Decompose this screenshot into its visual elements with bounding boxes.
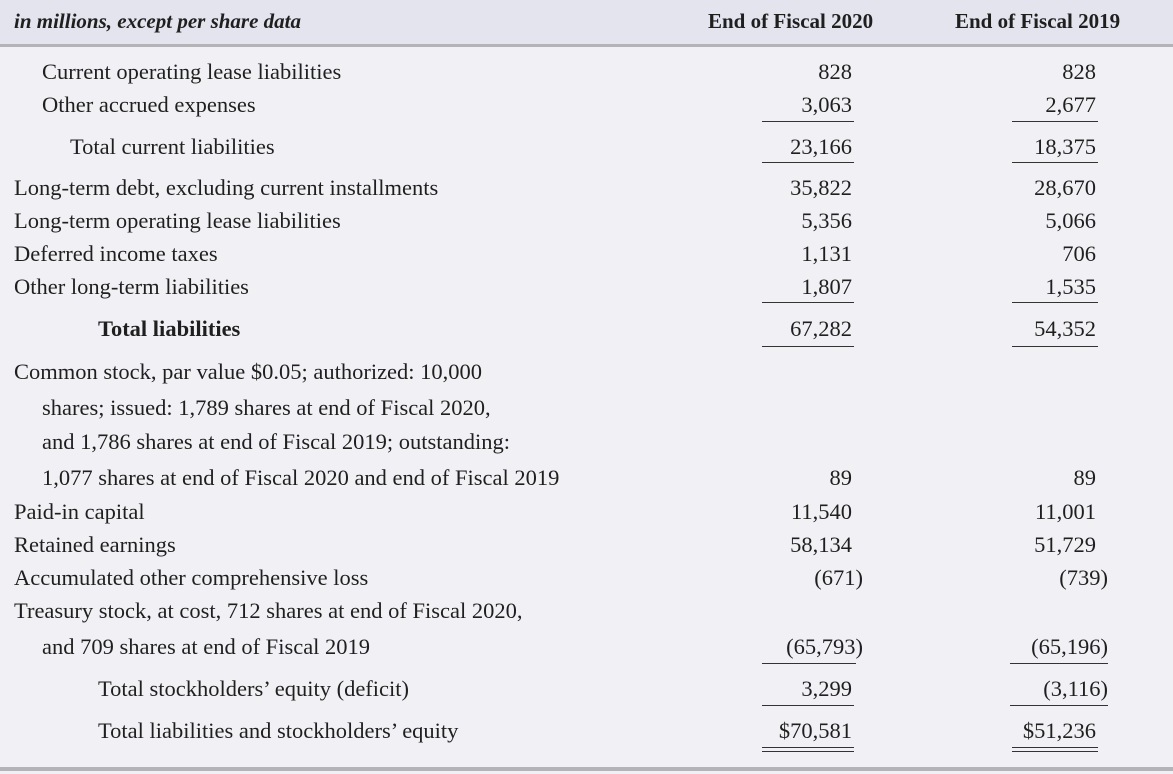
row-label: Total liabilities and stockholders’ equi… bbox=[98, 718, 459, 743]
value-2019: (65,196) bbox=[1031, 634, 1108, 659]
subtotal-rule bbox=[1012, 302, 1098, 303]
double-rule bbox=[1012, 751, 1098, 752]
row-label: Retained earnings bbox=[14, 532, 176, 557]
double-rule bbox=[762, 747, 854, 748]
value-2020: 1,807 bbox=[801, 274, 852, 299]
value-2020: 3,299 bbox=[801, 676, 852, 701]
table-row: shares; issued: 1,789 shares at end of F… bbox=[0, 393, 1173, 423]
table-row: Total current liabilities 23,166 18,375 bbox=[0, 132, 1173, 162]
total-rule bbox=[1012, 346, 1098, 347]
subtotal-rule bbox=[1010, 705, 1108, 706]
row-label: Paid-in capital bbox=[14, 499, 145, 524]
table-row: 1,077 shares at end of Fiscal 2020 and e… bbox=[0, 463, 1173, 493]
bottom-border bbox=[0, 767, 1173, 771]
value-2019: 28,670 bbox=[1034, 175, 1096, 200]
row-label: shares; issued: 1,789 shares at end of F… bbox=[42, 395, 491, 420]
value-2020: 11,540 bbox=[790, 499, 852, 524]
subtotal-rule bbox=[1010, 663, 1108, 664]
value-2019: $51,236 bbox=[1022, 718, 1096, 743]
table-row: Deferred income taxes 1,131 706 bbox=[0, 239, 1173, 269]
row-label: Treasury stock, at cost, 712 shares at e… bbox=[14, 598, 523, 623]
column-header-fiscal-2019: End of Fiscal 2019 bbox=[955, 9, 1121, 33]
subtotal-rule bbox=[762, 302, 854, 303]
total-rule bbox=[762, 346, 854, 347]
table-row: Other accrued expenses 3,063 2,677 bbox=[0, 90, 1173, 120]
table-row: Other long-term liabilities 1,807 1,535 bbox=[0, 272, 1173, 302]
table-row: Total liabilities 67,282 54,352 bbox=[0, 314, 1173, 344]
table-row: Treasury stock, at cost, 712 shares at e… bbox=[0, 596, 1173, 626]
value-2019: 51,729 bbox=[1034, 532, 1096, 557]
table-row: Paid-in capital 11,540 11,001 bbox=[0, 497, 1173, 527]
table-row: Accumulated other comprehensive loss (67… bbox=[0, 563, 1173, 593]
value-2020: $70,581 bbox=[778, 718, 852, 743]
value-2020: 58,134 bbox=[790, 532, 852, 557]
double-rule bbox=[1012, 747, 1098, 748]
table-row: Current operating lease liabilities 828 … bbox=[0, 57, 1173, 87]
value-2019: 18,375 bbox=[1034, 134, 1096, 159]
value-2019: 1,535 bbox=[1045, 274, 1096, 299]
value-2019: 828 bbox=[1062, 59, 1096, 84]
table-row: and 1,786 shares at end of Fiscal 2019; … bbox=[0, 427, 1173, 457]
subtotal-rule bbox=[762, 663, 856, 664]
subtotal-rule bbox=[762, 162, 854, 163]
table-row: Retained earnings 58,134 51,729 bbox=[0, 530, 1173, 560]
table-row: Total stockholders’ equity (deficit) 3,2… bbox=[0, 674, 1173, 704]
double-rule bbox=[762, 751, 854, 752]
row-label: Deferred income taxes bbox=[14, 241, 218, 266]
table-row: Total liabilities and stockholders’ equi… bbox=[0, 716, 1173, 746]
row-label: Accumulated other comprehensive loss bbox=[14, 565, 369, 590]
value-2019: 706 bbox=[1062, 241, 1096, 266]
row-label: Other long-term liabilities bbox=[14, 274, 249, 299]
table-row: and 709 shares at end of Fiscal 2019 (65… bbox=[0, 632, 1173, 662]
row-label: Long-term debt, excluding current instal… bbox=[14, 175, 439, 200]
row-label: Long-term operating lease liabilities bbox=[14, 208, 341, 233]
value-2019: 2,677 bbox=[1045, 92, 1096, 117]
row-label: Common stock, par value $0.05; authorize… bbox=[14, 359, 483, 384]
table-header: in millions, except per share data End o… bbox=[0, 0, 1173, 44]
table-row: Long-term debt, excluding current instal… bbox=[0, 173, 1173, 203]
column-header-fiscal-2020: End of Fiscal 2020 bbox=[708, 9, 874, 33]
value-2020: 1,131 bbox=[801, 241, 852, 266]
value-2019: 5,066 bbox=[1045, 208, 1096, 233]
value-2019: 54,352 bbox=[1034, 316, 1096, 341]
value-2020: 89 bbox=[829, 465, 853, 490]
value-2020: 828 bbox=[818, 59, 852, 84]
value-2020: 67,282 bbox=[790, 316, 852, 341]
row-label: Total stockholders’ equity (deficit) bbox=[98, 676, 410, 701]
value-2020: 3,063 bbox=[801, 92, 852, 117]
value-2019: (3,116) bbox=[1043, 676, 1108, 701]
subtotal-rule bbox=[1012, 162, 1098, 163]
value-2020: (671) bbox=[814, 565, 863, 590]
subtotal-rule bbox=[762, 121, 854, 122]
row-label: Other accrued expenses bbox=[42, 92, 256, 117]
table-row: Common stock, par value $0.05; authorize… bbox=[0, 357, 1173, 387]
row-label: and 1,786 shares at end of Fiscal 2019; … bbox=[42, 429, 511, 454]
value-2020: 23,166 bbox=[790, 134, 852, 159]
value-2020: (65,793) bbox=[786, 634, 863, 659]
row-label: Total current liabilities bbox=[70, 134, 275, 159]
units-caption: in millions, except per share data bbox=[14, 9, 302, 33]
header-divider bbox=[0, 44, 1173, 47]
value-2020: 35,822 bbox=[790, 175, 852, 200]
subtotal-rule bbox=[1012, 121, 1098, 122]
row-label: Total liabilities bbox=[98, 316, 241, 341]
row-label: Current operating lease liabilities bbox=[42, 59, 342, 84]
row-label: and 709 shares at end of Fiscal 2019 bbox=[42, 634, 371, 659]
subtotal-rule bbox=[762, 705, 854, 706]
value-2020: 5,356 bbox=[801, 208, 852, 233]
value-2019: (739) bbox=[1059, 565, 1108, 590]
table-row: Long-term operating lease liabilities 5,… bbox=[0, 206, 1173, 236]
value-2019: 89 bbox=[1073, 465, 1097, 490]
row-label: 1,077 shares at end of Fiscal 2020 and e… bbox=[42, 465, 560, 490]
value-2019: 11,001 bbox=[1034, 499, 1096, 524]
